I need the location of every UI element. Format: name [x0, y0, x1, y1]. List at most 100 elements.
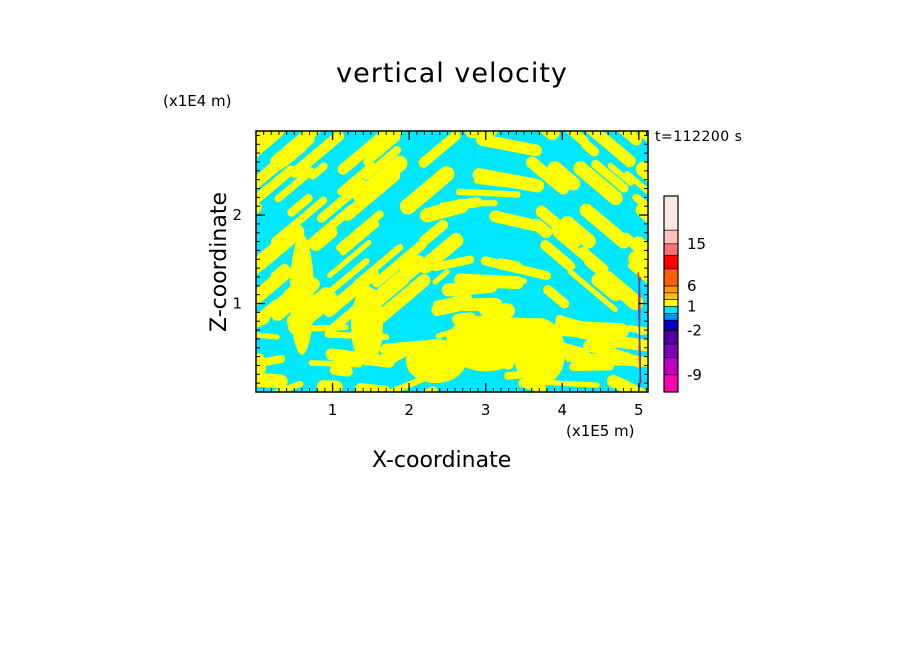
colorbar-band	[663, 343, 679, 359]
positive-cell	[323, 268, 379, 317]
positive-cell	[599, 131, 642, 146]
colorbar-tick-label: 15	[687, 235, 706, 253]
positive-cell	[336, 210, 384, 252]
positive-cell	[419, 219, 449, 246]
colorbar-tick-label: -9	[687, 366, 702, 384]
positive-cell	[513, 318, 566, 387]
positive-cell	[256, 147, 301, 186]
positive-cell	[489, 210, 540, 232]
y-tick-label: 1	[232, 295, 242, 313]
plot-axes: 1 2 3 4 5 1 2	[232, 130, 649, 419]
x-axis-label: X-coordinate	[372, 448, 512, 473]
positive-cell	[525, 131, 560, 140]
colorbar: 15 6 1 -2 -9	[663, 195, 706, 393]
positive-cell	[431, 255, 475, 272]
positive-cell	[399, 166, 455, 215]
positive-cell	[287, 193, 313, 217]
positive-cell	[628, 251, 648, 277]
colorbar-band	[663, 313, 679, 321]
positive-cell	[329, 364, 353, 377]
positive-cell	[635, 161, 648, 189]
colorbar-tick-label: 6	[687, 277, 697, 295]
positive-cell	[270, 131, 315, 171]
x-tick-label: 3	[481, 401, 491, 419]
time-label: t=112200 s	[655, 129, 743, 145]
positive-cell	[476, 134, 542, 157]
positive-cell	[607, 163, 634, 186]
positive-cell	[599, 270, 644, 311]
x-tick-label: 4	[557, 401, 567, 419]
positive-cell	[559, 216, 596, 249]
field-layer	[228, 131, 648, 405]
field-positive-regions	[228, 131, 648, 405]
positive-cell	[450, 287, 483, 297]
positive-cell	[535, 205, 572, 238]
x-tick-label: 5	[634, 401, 644, 419]
positive-cell	[627, 262, 648, 308]
positive-cell	[337, 162, 376, 196]
colorbar-band	[663, 357, 679, 376]
colorbar-band	[663, 254, 679, 270]
positive-cell	[591, 273, 622, 302]
colorbar-band	[663, 306, 679, 314]
positive-cell	[327, 239, 372, 279]
positive-cell	[270, 263, 290, 281]
plot-frame	[255, 130, 649, 393]
positive-cell	[271, 196, 328, 245]
positive-cell	[525, 156, 570, 195]
positive-cell	[565, 394, 630, 402]
positive-cell	[256, 370, 288, 389]
positive-cell	[350, 395, 412, 405]
positive-cell	[540, 240, 575, 271]
positive-cell	[399, 255, 427, 281]
positive-cell	[289, 131, 345, 179]
colorbar-band	[663, 292, 679, 300]
positive-cell	[573, 161, 623, 205]
positive-cell	[256, 165, 296, 216]
positive-cell	[289, 234, 314, 355]
positive-cell	[431, 297, 470, 317]
positive-cell	[419, 198, 469, 223]
colorbar-band	[663, 374, 679, 393]
positive-cell	[339, 221, 380, 256]
positive-cell	[591, 159, 629, 193]
positive-cell	[305, 204, 357, 249]
positive-cell	[432, 269, 450, 285]
positive-cell	[606, 374, 647, 392]
positive-cell	[362, 146, 402, 180]
positive-cell	[316, 380, 343, 392]
positive-cell	[632, 193, 648, 231]
colorbar-band	[663, 285, 679, 294]
positive-cell	[474, 178, 523, 189]
contour-field	[228, 131, 648, 405]
positive-cell	[256, 380, 304, 392]
y-axis-unit: (x1E4 m)	[163, 92, 232, 110]
positive-cell	[327, 258, 370, 295]
positive-cell	[455, 188, 521, 198]
positive-cell	[624, 171, 648, 198]
positive-cell	[496, 262, 517, 272]
colorbar-band	[663, 330, 679, 345]
positive-cell	[647, 134, 648, 163]
colorbar-band	[663, 195, 679, 231]
positive-cell	[635, 203, 648, 231]
positive-cell	[543, 285, 570, 309]
positive-cell	[454, 273, 524, 290]
positive-cell	[363, 133, 401, 166]
colorbar-band	[663, 299, 679, 307]
jet-negative-line	[638, 276, 641, 388]
x-tick-label: 2	[404, 401, 414, 419]
positive-cell	[567, 269, 618, 312]
positive-cell	[405, 339, 466, 384]
positive-cell	[308, 162, 328, 180]
positive-cell	[316, 179, 367, 223]
positive-cell	[569, 362, 615, 371]
positive-cell	[228, 136, 250, 156]
positive-cell	[352, 155, 408, 204]
positive-cell	[581, 139, 600, 157]
positive-cell	[256, 271, 283, 321]
positive-cell	[546, 380, 600, 388]
positive-cell	[557, 131, 589, 146]
positive-cell	[464, 131, 496, 139]
